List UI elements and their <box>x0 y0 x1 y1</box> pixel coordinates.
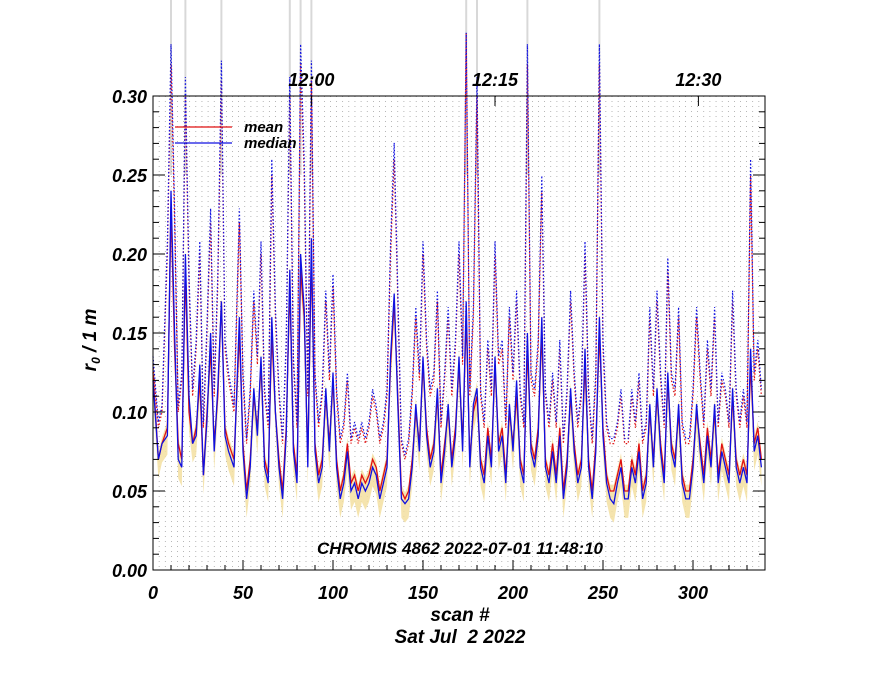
x-tick-label: 50 <box>233 583 253 603</box>
median-series-line <box>152 190 763 506</box>
plot-frame <box>152 95 766 571</box>
legend-label-median: median <box>244 135 297 152</box>
time-tick-label: 12:00 <box>288 70 334 90</box>
x-tick-label: 150 <box>408 583 438 603</box>
time-tick-labels: 12:00 12:15 12:30 <box>288 70 721 90</box>
x-axis-label: scan # <box>430 605 490 626</box>
x-tick-label: 250 <box>587 583 618 603</box>
x-tick-label: 100 <box>318 583 348 603</box>
y-axis-label-sub: 0 <box>89 357 103 364</box>
annotation: CHROMIS 4862 2022-07-01 11:48:10 <box>317 539 604 558</box>
upper-dotted-lines <box>152 32 762 460</box>
date-label: Sat Jul 2 2022 <box>395 627 526 648</box>
grid-lines <box>152 96 766 570</box>
y-tick-label: 0.20 <box>112 245 147 265</box>
time-tick-label: 12:30 <box>675 70 721 90</box>
y-axis-label: r0 / 1 m <box>80 309 103 372</box>
y-axis-label-main: r <box>80 362 101 371</box>
x-tick-labels: 0 50 100 150 200 250 300 <box>148 583 708 603</box>
y-tick-label: 0.30 <box>112 87 147 107</box>
axis-ticks <box>152 95 766 571</box>
y-tick-label: 0.10 <box>112 403 147 423</box>
y-tick-labels: 0.00 0.05 0.10 0.15 0.20 0.25 0.30 <box>112 87 148 581</box>
time-tick-label: 12:15 <box>472 70 519 90</box>
y-tick-label: 0.05 <box>112 482 148 502</box>
x-tick-label: 300 <box>678 583 708 603</box>
x-tick-label: 0 <box>148 583 158 603</box>
series-lines <box>152 190 763 506</box>
y-tick-label: 0.15 <box>112 324 148 344</box>
x-tick-label: 200 <box>497 583 528 603</box>
y-tick-label: 0.00 <box>112 561 147 581</box>
y-tick-label: 0.25 <box>112 166 148 186</box>
spike-lines <box>170 0 601 175</box>
y-axis-label-rest: / 1 m <box>80 309 101 358</box>
legend-label-mean: mean <box>244 119 283 136</box>
